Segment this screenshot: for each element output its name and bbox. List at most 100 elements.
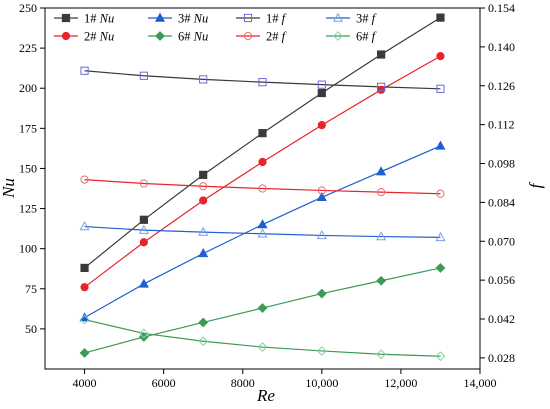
data-point — [436, 189, 445, 198]
legend-label: 6# Nu — [178, 30, 208, 44]
series-line-3 — [84, 145, 441, 319]
data-point — [257, 228, 268, 238]
data-point — [138, 278, 149, 288]
legend-label: 1# f — [266, 12, 287, 26]
data-point — [258, 129, 267, 138]
legend-marker — [155, 31, 165, 41]
y-right-tick-label: 0.112 — [488, 118, 515, 132]
data-point — [198, 317, 209, 328]
legend-label: 2# Nu — [84, 30, 114, 44]
data-point — [80, 66, 89, 75]
data-point — [138, 328, 149, 339]
data-point — [198, 336, 209, 347]
data-point — [80, 263, 89, 273]
data-point — [436, 84, 445, 93]
data-point — [258, 184, 267, 193]
y-right-tick-label: 0.042 — [488, 312, 515, 326]
data-point — [198, 226, 209, 236]
data-point — [257, 219, 268, 229]
data-point — [377, 188, 386, 197]
y-left-tick-label: 100 — [19, 242, 37, 256]
data-point — [138, 224, 149, 234]
data-point — [199, 75, 208, 84]
ticks: 4000 6000 8000 10,000 12,000 14,000 50 75 100 125… — [19, 1, 515, 390]
data-point — [316, 288, 327, 299]
data-point — [376, 231, 387, 241]
data-point — [79, 312, 90, 322]
legend-marker — [243, 13, 253, 23]
x-tick-label: 6000 — [152, 376, 176, 390]
data-point — [376, 349, 387, 360]
data-point — [317, 186, 326, 195]
data-point — [139, 238, 148, 247]
data-point — [435, 351, 446, 362]
legend-marker — [154, 12, 166, 22]
y-right-tick-label: 0.070 — [488, 234, 515, 248]
data-point — [258, 157, 267, 167]
legend-label: 3# Nu — [178, 12, 208, 26]
legend-label: 6# f — [356, 30, 377, 44]
data-point — [377, 82, 386, 91]
y-left-tick-label: 125 — [19, 202, 37, 216]
legend: 1# Nu 2# Nu 3# Nu 6# Nu 1# f 2# f 3# f 6# f — [54, 12, 377, 44]
data-point — [79, 221, 90, 231]
legend-marker — [333, 31, 343, 41]
y-right-tick-label: 0.084 — [488, 195, 515, 209]
x-tick-label: 4000 — [73, 376, 97, 390]
data-point — [80, 175, 89, 184]
data-point — [376, 166, 387, 176]
data-point — [317, 88, 326, 98]
data-point — [199, 182, 208, 191]
data-point — [79, 314, 90, 325]
legend-marker — [332, 12, 344, 22]
data-point — [316, 191, 327, 202]
data-point — [198, 248, 209, 258]
data-point — [377, 50, 386, 59]
legend-marker — [61, 31, 71, 41]
data-point — [199, 196, 208, 205]
data-point — [317, 121, 326, 130]
y-left-tick-label: 75 — [25, 282, 37, 296]
data-point — [257, 303, 268, 313]
x-axis-label: Re — [256, 386, 275, 405]
data-point — [435, 231, 446, 242]
data-point — [316, 229, 327, 240]
data-point — [436, 13, 445, 22]
data-point — [435, 263, 446, 273]
plot-frame — [44, 7, 481, 370]
legend-marker — [243, 31, 253, 41]
data-point — [377, 85, 386, 94]
y-axis-left-label: Nu — [0, 178, 18, 199]
series-line-7 — [84, 225, 441, 238]
x-tick-label: 8000 — [231, 376, 255, 390]
y-left-tick-label: 225 — [19, 41, 37, 55]
y-axis-right-label: f — [526, 181, 545, 188]
y-right-tick-label: 0.056 — [488, 273, 515, 287]
y-left-tick-label: 50 — [25, 322, 37, 336]
data-point — [79, 348, 90, 358]
y-right-tick-label: 0.154 — [488, 1, 515, 15]
legend-marker — [61, 13, 71, 23]
x-tick-label: 12,000 — [384, 376, 417, 390]
y-left-tick-label: 200 — [19, 81, 37, 95]
data-point — [317, 80, 326, 89]
y-left-tick-label: 250 — [19, 1, 37, 15]
data-point — [199, 170, 208, 179]
data-point — [257, 342, 268, 352]
data-point — [316, 346, 327, 356]
x-tick-label: 14,000 — [464, 376, 497, 390]
y-right-tick-label: 0.028 — [488, 351, 515, 365]
y-left-tick-label: 175 — [19, 121, 37, 135]
y-left-tick-label: 150 — [19, 161, 37, 175]
series-line-6 — [84, 179, 441, 195]
series-markers — [79, 13, 446, 362]
legend-label: 2# f — [266, 30, 287, 44]
y-right-tick-label: 0.126 — [488, 79, 515, 93]
series-line-2 — [84, 55, 441, 288]
data-point — [436, 52, 445, 61]
y-right-tick-label: 0.140 — [488, 40, 515, 54]
data-point — [139, 71, 148, 80]
data-point — [139, 179, 148, 188]
data-point — [139, 215, 148, 224]
